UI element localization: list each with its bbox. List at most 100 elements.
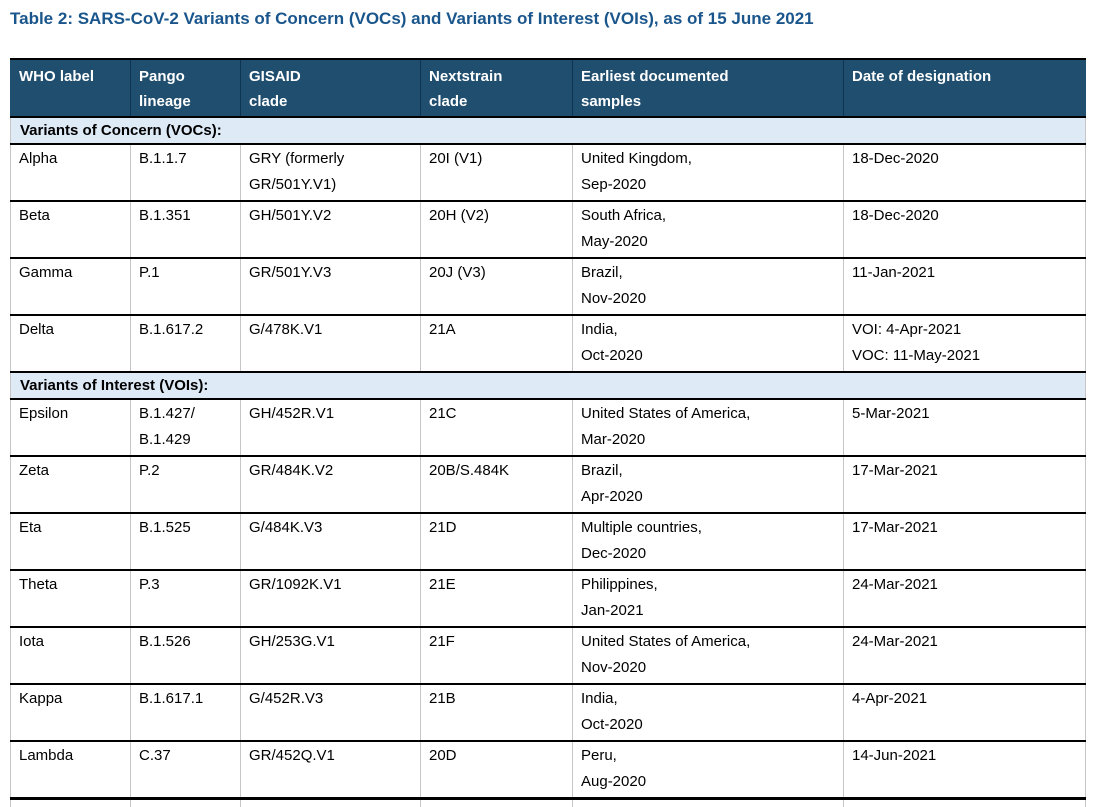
col-header-pango-lineage: Pango lineage: [130, 59, 241, 118]
section-label: Variants of Interest (VOIs):: [10, 371, 1086, 400]
cell-nextstrain-clade: 20I (V1): [420, 143, 573, 201]
cell-nextstrain-clade: 21F: [420, 626, 573, 684]
col-header-earliest-samples: Earliest documented samples: [572, 59, 844, 118]
table-row: Eta B.1.525 G/484K.V3 21D Multiple count…: [10, 512, 1086, 570]
cell-pango-lineage: B.1.1.7: [130, 143, 241, 201]
cell-pango-lineage: P.1: [130, 257, 241, 315]
cell-pango-lineage: B.1.617.1: [130, 683, 241, 741]
table-row: Lambda C.37 GR/452Q.V1 20D Peru, Aug-202…: [10, 740, 1086, 799]
cell-date-designation: 14-Jun-2021: [843, 740, 1086, 799]
cell-nextstrain-clade: 21E: [420, 569, 573, 627]
cell-earliest-samples: Multiple countries, Dec-2020: [572, 512, 844, 570]
cell-pango-lineage: C.37: [130, 740, 241, 799]
table-title: Table 2: SARS-CoV-2 Variants of Concern …: [10, 9, 814, 28]
cell-pango-lineage: B.1.526: [130, 626, 241, 684]
cell-who-label: Alpha: [10, 143, 131, 201]
cutoff-cell: [843, 798, 1086, 807]
variants-table: WHO label Pango lineage GISAID clade Nex…: [10, 58, 1086, 807]
cell-gisaid-clade: GR/1092K.V1: [240, 569, 421, 627]
table-cutoff-row: [10, 798, 1086, 807]
cell-earliest-samples: Peru, Aug-2020: [572, 740, 844, 799]
cell-nextstrain-clade: 20J (V3): [420, 257, 573, 315]
cell-gisaid-clade: G/452R.V3: [240, 683, 421, 741]
cell-nextstrain-clade: 20H (V2): [420, 200, 573, 258]
col-header-who-label: WHO label: [10, 59, 131, 118]
cell-earliest-samples: Brazil, Apr-2020: [572, 455, 844, 513]
cell-nextstrain-clade: 21A: [420, 314, 573, 372]
section-row: Variants of Interest (VOIs):: [10, 371, 1086, 400]
cell-earliest-samples: South Africa, May-2020: [572, 200, 844, 258]
table-body: Variants of Concern (VOCs): Alpha B.1.1.…: [10, 116, 1086, 799]
cell-date-designation: 24-Mar-2021: [843, 626, 1086, 684]
table-row: Delta B.1.617.2 G/478K.V1 21A India, Oct…: [10, 314, 1086, 372]
cell-date-designation: 18-Dec-2020: [843, 200, 1086, 258]
cell-pango-lineage: B.1.617.2: [130, 314, 241, 372]
cell-pango-lineage: B.1.351: [130, 200, 241, 258]
section-label: Variants of Concern (VOCs):: [10, 116, 1086, 145]
table-row: Epsilon B.1.427/ B.1.429 GH/452R.V1 21C …: [10, 398, 1086, 456]
cell-gisaid-clade: GRY (formerly GR/501Y.V1): [240, 143, 421, 201]
cell-earliest-samples: United Kingdom, Sep-2020: [572, 143, 844, 201]
cell-gisaid-clade: GR/484K.V2: [240, 455, 421, 513]
table-row: Kappa B.1.617.1 G/452R.V3 21B India, Oct…: [10, 683, 1086, 741]
cell-gisaid-clade: GR/501Y.V3: [240, 257, 421, 315]
cell-nextstrain-clade: 20B/S.484K: [420, 455, 573, 513]
cutoff-cell: [420, 798, 573, 807]
cell-who-label: Gamma: [10, 257, 131, 315]
cell-who-label: Iota: [10, 626, 131, 684]
cell-who-label: Zeta: [10, 455, 131, 513]
cell-gisaid-clade: GR/452Q.V1: [240, 740, 421, 799]
col-header-nextstrain-clade: Nextstrain clade: [420, 59, 573, 118]
cell-date-designation: 5-Mar-2021: [843, 398, 1086, 456]
cell-who-label: Lambda: [10, 740, 131, 799]
header-row: WHO label Pango lineage GISAID clade Nex…: [10, 59, 1086, 118]
cell-who-label: Eta: [10, 512, 131, 570]
cell-pango-lineage: P.3: [130, 569, 241, 627]
section-row: Variants of Concern (VOCs):: [10, 116, 1086, 145]
table-row: Iota B.1.526 GH/253G.V1 21F United State…: [10, 626, 1086, 684]
cutoff-cell: [240, 798, 421, 807]
cell-earliest-samples: United States of America, Nov-2020: [572, 626, 844, 684]
cell-earliest-samples: Philippines, Jan-2021: [572, 569, 844, 627]
cell-date-designation: 18-Dec-2020: [843, 143, 1086, 201]
cell-who-label: Theta: [10, 569, 131, 627]
cell-nextstrain-clade: 21B: [420, 683, 573, 741]
cell-who-label: Kappa: [10, 683, 131, 741]
cell-date-designation: 4-Apr-2021: [843, 683, 1086, 741]
cell-gisaid-clade: G/484K.V3: [240, 512, 421, 570]
table-row: Gamma P.1 GR/501Y.V3 20J (V3) Brazil, No…: [10, 257, 1086, 315]
cell-date-designation: 11-Jan-2021: [843, 257, 1086, 315]
col-header-gisaid-clade: GISAID clade: [240, 59, 421, 118]
cell-gisaid-clade: GH/452R.V1: [240, 398, 421, 456]
cell-date-designation: VOI: 4-Apr-2021 VOC: 11-May-2021: [843, 314, 1086, 372]
cell-date-designation: 17-Mar-2021: [843, 512, 1086, 570]
table-row: Theta P.3 GR/1092K.V1 21E Philippines, J…: [10, 569, 1086, 627]
table-row: Beta B.1.351 GH/501Y.V2 20H (V2) South A…: [10, 200, 1086, 258]
cell-date-designation: 17-Mar-2021: [843, 455, 1086, 513]
cell-nextstrain-clade: 21C: [420, 398, 573, 456]
cell-pango-lineage: B.1.525: [130, 512, 241, 570]
cell-gisaid-clade: GH/501Y.V2: [240, 200, 421, 258]
table-header: WHO label Pango lineage GISAID clade Nex…: [10, 59, 1086, 118]
cell-who-label: Beta: [10, 200, 131, 258]
cutoff-cell: [572, 798, 844, 807]
cell-pango-lineage: B.1.427/ B.1.429: [130, 398, 241, 456]
cell-nextstrain-clade: 20D: [420, 740, 573, 799]
cell-earliest-samples: Brazil, Nov-2020: [572, 257, 844, 315]
table-row: Zeta P.2 GR/484K.V2 20B/S.484K Brazil, A…: [10, 455, 1086, 513]
col-header-date-designation: Date of designation: [843, 59, 1086, 118]
cell-gisaid-clade: GH/253G.V1: [240, 626, 421, 684]
cell-date-designation: 24-Mar-2021: [843, 569, 1086, 627]
cell-who-label: Delta: [10, 314, 131, 372]
table-cutoff: [10, 798, 1086, 807]
cell-who-label: Epsilon: [10, 398, 131, 456]
cell-nextstrain-clade: 21D: [420, 512, 573, 570]
cell-earliest-samples: India, Oct-2020: [572, 314, 844, 372]
cutoff-cell: [130, 798, 241, 807]
cell-pango-lineage: P.2: [130, 455, 241, 513]
table-row: Alpha B.1.1.7 GRY (formerly GR/501Y.V1) …: [10, 143, 1086, 201]
cell-gisaid-clade: G/478K.V1: [240, 314, 421, 372]
cutoff-cell: [10, 798, 131, 807]
cell-earliest-samples: United States of America, Mar-2020: [572, 398, 844, 456]
